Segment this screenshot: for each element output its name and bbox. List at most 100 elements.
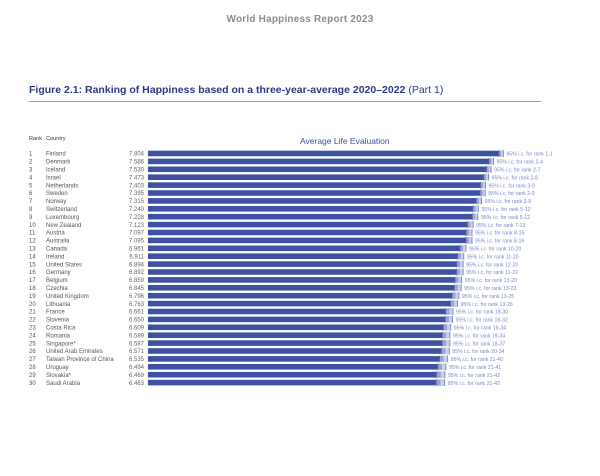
- ci-box: [459, 244, 467, 252]
- ci-label: 95% i.c. for rank 1-1: [506, 152, 553, 158]
- score-label: 6.469: [129, 373, 145, 379]
- rank-label: 10: [29, 223, 36, 229]
- rank-label: 2: [29, 160, 33, 166]
- ci-label: 95% i.c. for rank 2-7: [494, 168, 541, 174]
- ci-box: [498, 150, 504, 157]
- score-label: 7.097: [129, 231, 145, 237]
- rank-label: 6: [29, 191, 33, 197]
- rank-label: 27: [29, 357, 36, 363]
- ci-box: [442, 331, 450, 339]
- score-label: 6.571: [129, 349, 145, 355]
- ci-label: 95% i.c. for rank 21-42: [448, 381, 500, 387]
- score-bar: [148, 213, 476, 220]
- score-label: 7.473: [129, 175, 145, 181]
- rank-label: 30: [29, 381, 36, 387]
- figure-title: Figure 2.1: Ranking of Happiness based o…: [29, 84, 589, 96]
- rank-label: 29: [29, 373, 36, 379]
- rank-label: 14: [29, 254, 36, 260]
- score-bar: [148, 277, 459, 283]
- country-label: Luxembourg: [46, 215, 79, 221]
- country-label: Singapore*: [46, 341, 76, 347]
- ci-label: 95% i.c. for rank 21-40: [451, 357, 503, 363]
- ci-box: [476, 197, 482, 205]
- country-label: France: [46, 310, 65, 316]
- rank-label: 19: [29, 294, 36, 300]
- ci-label: 95% i.c. for rank 5-12: [481, 215, 530, 221]
- rank-column-header: Rank: [29, 136, 43, 142]
- rank-label: 28: [29, 365, 36, 371]
- rank-label: 20: [29, 302, 36, 308]
- rank-label: 23: [29, 326, 36, 332]
- rank-label: 16: [29, 270, 36, 276]
- ci-box: [466, 229, 473, 236]
- country-label: Netherlands: [46, 183, 78, 189]
- score-bar: [148, 190, 483, 196]
- rank-label: 1: [29, 152, 33, 158]
- rank-label: 8: [29, 207, 33, 213]
- ci-box: [472, 205, 479, 213]
- score-label: 6.535: [129, 357, 145, 363]
- score-label: 6.609: [129, 326, 145, 332]
- score-bar: [148, 229, 470, 236]
- country-label: Romania: [46, 333, 71, 339]
- score-label: 6.763: [129, 302, 145, 308]
- score-bar: [148, 245, 463, 252]
- score-bar: [148, 206, 476, 212]
- ci-label: 95% i.c. for rank 12-20: [466, 262, 518, 268]
- score-label: 6.796: [129, 294, 145, 300]
- score-bar: [148, 316, 449, 323]
- chart-title: Average Life Evaluation: [300, 136, 390, 146]
- score-bar: [148, 371, 441, 378]
- country-label: Slovenia: [46, 318, 70, 324]
- ci-label: 95% i.c. for rank 13-25: [462, 294, 514, 300]
- score-bar: [148, 300, 455, 307]
- country-label: Costa Rica: [46, 326, 76, 332]
- score-bar: [148, 324, 448, 331]
- ci-box: [441, 347, 450, 355]
- ci-label: 95% i.c. for rank 2-4: [497, 160, 544, 166]
- rank-label: 18: [29, 286, 36, 292]
- ci-label: 95% i.c. for rank 3-9: [485, 199, 532, 205]
- score-label: 6.894: [129, 262, 145, 268]
- score-bar: [148, 166, 489, 173]
- country-label: Israel: [46, 175, 61, 181]
- ci-label: 95% i.c. for rank 13-26: [461, 302, 513, 308]
- score-bar: [148, 308, 450, 315]
- report-title: World Happiness Report 2023: [226, 14, 374, 25]
- score-bar: [148, 261, 460, 267]
- score-label: 7.123: [129, 223, 145, 229]
- score-bar: [148, 379, 441, 386]
- score-label: 7.530: [129, 168, 145, 174]
- country-label: United Kingdom: [46, 294, 89, 300]
- ci-label: 95% i.c. for rank 5-12: [481, 207, 530, 213]
- score-label: 7.395: [129, 191, 145, 197]
- ci-box: [456, 260, 464, 268]
- country-label: Austria: [46, 231, 65, 237]
- ci-label: 95% i.c. for rank 21-42: [448, 373, 500, 379]
- rank-label: 22: [29, 318, 36, 324]
- ci-box: [452, 292, 459, 300]
- score-bar: [148, 158, 492, 165]
- score-bar: [148, 364, 442, 370]
- score-label: 7.403: [129, 183, 145, 189]
- ci-box: [480, 181, 486, 189]
- country-label: Finland: [46, 152, 66, 158]
- ci-box: [486, 165, 492, 173]
- rank-label: 11: [29, 231, 36, 237]
- score-label: 6.961: [129, 247, 145, 253]
- rank-label: 15: [29, 262, 36, 268]
- country-label: Taiwan Province of China: [46, 357, 114, 363]
- country-label: Sweden: [46, 191, 68, 197]
- score-label: 6.845: [129, 286, 145, 292]
- rank-label: 24: [29, 333, 36, 339]
- score-label: 6.587: [129, 341, 145, 347]
- ci-label: 95% i.c. for rank 7-13: [476, 223, 525, 229]
- ci-label: 95% i.c. for rank 18-37: [453, 341, 505, 347]
- ci-label: 95% i.c. for rank 3-9: [488, 183, 535, 189]
- ci-box: [455, 276, 462, 284]
- country-label: Slovakia*: [46, 373, 72, 379]
- ci-box: [483, 173, 489, 181]
- ci-box: [445, 308, 454, 315]
- ci-box: [439, 355, 448, 363]
